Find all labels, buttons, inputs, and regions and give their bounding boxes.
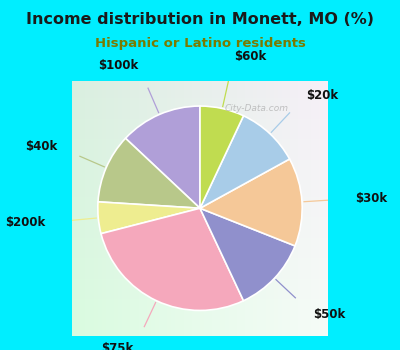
Wedge shape [101, 208, 244, 310]
Text: Hispanic or Latino residents: Hispanic or Latino residents [94, 37, 306, 50]
Wedge shape [200, 106, 244, 208]
Wedge shape [200, 208, 295, 301]
Text: $75k: $75k [102, 342, 134, 350]
Text: $200k: $200k [5, 216, 45, 229]
Text: $40k: $40k [25, 140, 58, 153]
Text: $50k: $50k [313, 308, 346, 321]
Wedge shape [200, 159, 302, 246]
Text: $30k: $30k [355, 192, 387, 205]
Text: $100k: $100k [98, 59, 138, 72]
Text: City-Data.com: City-Data.com [224, 104, 288, 113]
Wedge shape [200, 116, 290, 208]
Text: $60k: $60k [234, 50, 266, 63]
Wedge shape [126, 106, 200, 208]
Text: Income distribution in Monett, MO (%): Income distribution in Monett, MO (%) [26, 12, 374, 27]
Wedge shape [98, 138, 200, 208]
Wedge shape [98, 202, 200, 234]
Text: $20k: $20k [306, 89, 338, 101]
